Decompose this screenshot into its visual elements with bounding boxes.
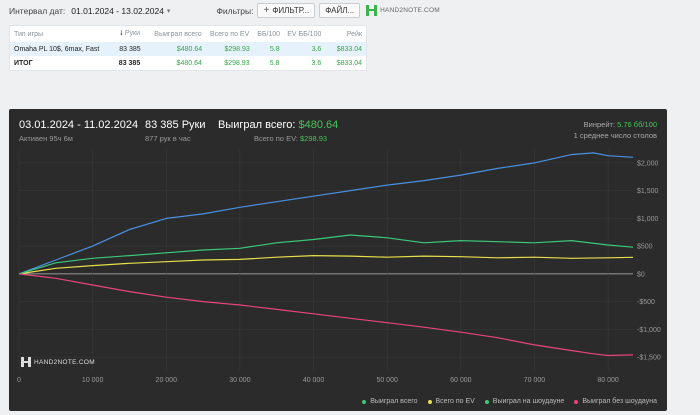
panel-active-time: Активен 95ч 6м [19, 134, 73, 143]
cell-ev-total: $298.93 [224, 45, 250, 53]
panel-logo: HAND2NOTE.COM [21, 357, 95, 367]
legend-item-ev[interactable]: Всего по EV [427, 398, 475, 405]
winrate-label: Винрейт: [583, 120, 616, 129]
chart-grid [18, 149, 633, 371]
x-tick-label: 20 000 [156, 377, 178, 384]
legend-dot [574, 399, 579, 404]
sort-down-icon: 🠗 [119, 29, 123, 37]
logo-icon [21, 357, 31, 367]
cell-hands: 83 385 [119, 45, 141, 53]
cell-rake: $833.04 [336, 45, 362, 53]
winrate-value: 5.76 бб/100 [617, 120, 657, 129]
y-tick-label: -$1,000 [637, 327, 661, 334]
total-ev: $298.93 [224, 59, 250, 67]
x-axis: 0 10 000 20 000 30 000 40 000 50 000 60 000 70 … [17, 377, 619, 384]
date-range-picker[interactable]: 01.01.2024 - 13.02.2024 [71, 5, 164, 16]
x-tick-label: 10 000 [82, 377, 104, 384]
cell-ev-bb100: 3.6 [311, 45, 322, 53]
cell-game-type: Omaha PL 10$, 6max, Fast [14, 45, 100, 53]
y-tick-label: -$1,500 [637, 355, 661, 362]
col-ev-bb100[interactable]: EV ББ/100 [287, 30, 322, 38]
x-tick-label: 30 000 [229, 377, 251, 384]
y-tick-label: $500 [637, 244, 653, 251]
col-game-type[interactable]: Тип игры [14, 30, 44, 38]
table-row[interactable]: Omaha PL 10$, 6max, Fast 83 385 $480.64 … [10, 42, 366, 56]
total-bb100: 5.8 [269, 59, 280, 67]
panel-ev-value: $298.93 [299, 134, 328, 143]
table-total-row: ИТОГ 83 385 $480.64 $298.93 5.8 3.6 $833… [10, 56, 366, 70]
legend-dot [427, 399, 432, 404]
legend-item-won[interactable]: Выиграл всего [362, 398, 418, 405]
plus-icon: + [263, 4, 270, 16]
table-header: Тип игры 🠗 Руки Выиграл всего Всего по EV… [10, 26, 366, 42]
stats-table: Тип игры 🠗 Руки Выиграл всего Всего по EV… [9, 25, 367, 71]
x-tick-label: 0 [17, 377, 21, 384]
interval-label: Интервал дат: [9, 5, 66, 16]
y-tick-label: $1,500 [637, 188, 659, 195]
total-label: ИТОГ [14, 59, 33, 67]
panel-logo-text: HAND2NOTE.COM [34, 358, 95, 366]
legend-label: Выиграл на шоудауне [492, 398, 565, 405]
total-won: $480.64 [176, 59, 202, 67]
file-button[interactable]: ФАЙЛ... [319, 3, 361, 18]
tables-avg: 1 среднее число столов [573, 131, 657, 140]
total-ev-bb100: 3.6 [311, 59, 322, 67]
x-tick-label: 50 000 [376, 377, 398, 384]
chevron-down-icon[interactable]: ▾ [166, 7, 171, 15]
x-tick-label: 40 000 [303, 377, 325, 384]
series-line-sd [18, 234, 634, 275]
legend-dot [484, 399, 489, 404]
legend-label: Выиграл всего [370, 398, 418, 405]
chart-series [18, 152, 634, 357]
stat-won: Выиграл всего: $480.64 Всего по EV: $298… [218, 119, 338, 143]
col-hands[interactable]: 🠗 Руки [102, 29, 144, 40]
panel-hands-per-hour: 877 рук в час [145, 134, 191, 143]
legend-dot [362, 399, 367, 404]
graph-panel: 03.01.2024 - 11.02.2024 Активен 95ч 6м 8… [9, 109, 667, 411]
total-hands: 83 385 [118, 59, 141, 67]
panel-date-range: 03.01.2024 - 11.02.2024 [19, 119, 139, 131]
y-tick-label: $2,000 [637, 160, 659, 167]
winrate-info: Винрейт: 5.76 бб/100 1 среднее число сто… [574, 119, 657, 141]
brand-logo: HAND2NOTE.COM [366, 5, 440, 16]
col-won-total[interactable]: Выиграл всего [154, 30, 202, 38]
x-tick-label: 70 000 [524, 377, 546, 384]
y-tick-label: $1,000 [637, 216, 659, 223]
series-line-ev [18, 255, 634, 275]
panel-hands: 83 385 Руки [145, 119, 206, 131]
y-tick-label: -$500 [637, 299, 655, 306]
col-hands-label: Руки [124, 29, 141, 37]
col-rake[interactable]: Рейк [346, 30, 362, 38]
series-line-nsd [18, 273, 634, 357]
col-ev-total[interactable]: Всего по EV [210, 30, 250, 38]
file-button-label: ФАЙЛ... [325, 6, 355, 15]
stat-hands: 83 385 Руки 877 рук в час [145, 119, 206, 143]
filter-button-label: ФИЛЬТР... [272, 6, 310, 15]
profit-graph[interactable]: 0 10 000 20 000 30 000 40 000 50 000 60 000 70 … [9, 109, 667, 411]
brand-logo-text: HAND2NOTE.COM [380, 7, 440, 14]
x-tick-label: 80 000 [597, 377, 619, 384]
legend-item-sd[interactable]: Выиграл на шоудауне [484, 398, 565, 405]
legend-item-nsd[interactable]: Выиграл без шоудауна [574, 398, 657, 405]
panel-won-label: Выиграл всего: [218, 119, 296, 131]
col-bb100[interactable]: ББ/100 [257, 30, 281, 38]
filters-label: Фильтры: [216, 5, 254, 16]
cell-bb100: 5.8 [269, 45, 280, 53]
toolbar: Интервал дат: 01.01.2024 - 13.02.2024 ▾ … [0, 0, 700, 21]
chart-legend: Выиграл всего Всего по EV Выиграл на шоуда… [362, 398, 657, 405]
series-line-won [18, 152, 634, 275]
total-rake: $833.04 [336, 59, 363, 67]
logo-icon [366, 5, 378, 16]
filter-button[interactable]: + ФИЛЬТР... [257, 3, 316, 18]
legend-label: Выиграл без шоудауна [582, 398, 657, 405]
stat-dates: 03.01.2024 - 11.02.2024 Активен 95ч 6м [19, 119, 138, 143]
cell-won-total: $480.64 [176, 45, 203, 53]
x-tick-label: 60 000 [450, 377, 472, 384]
panel-ev-label: Всего по EV: [254, 134, 298, 143]
y-axis: $2,000 $1,500 $1,000 $500 $0 -$500 -$1,000 -$1,… [637, 160, 661, 361]
y-tick-label: $0 [637, 271, 645, 278]
panel-won-value: $480.64 [298, 119, 339, 131]
legend-label: Всего по EV [435, 398, 475, 405]
